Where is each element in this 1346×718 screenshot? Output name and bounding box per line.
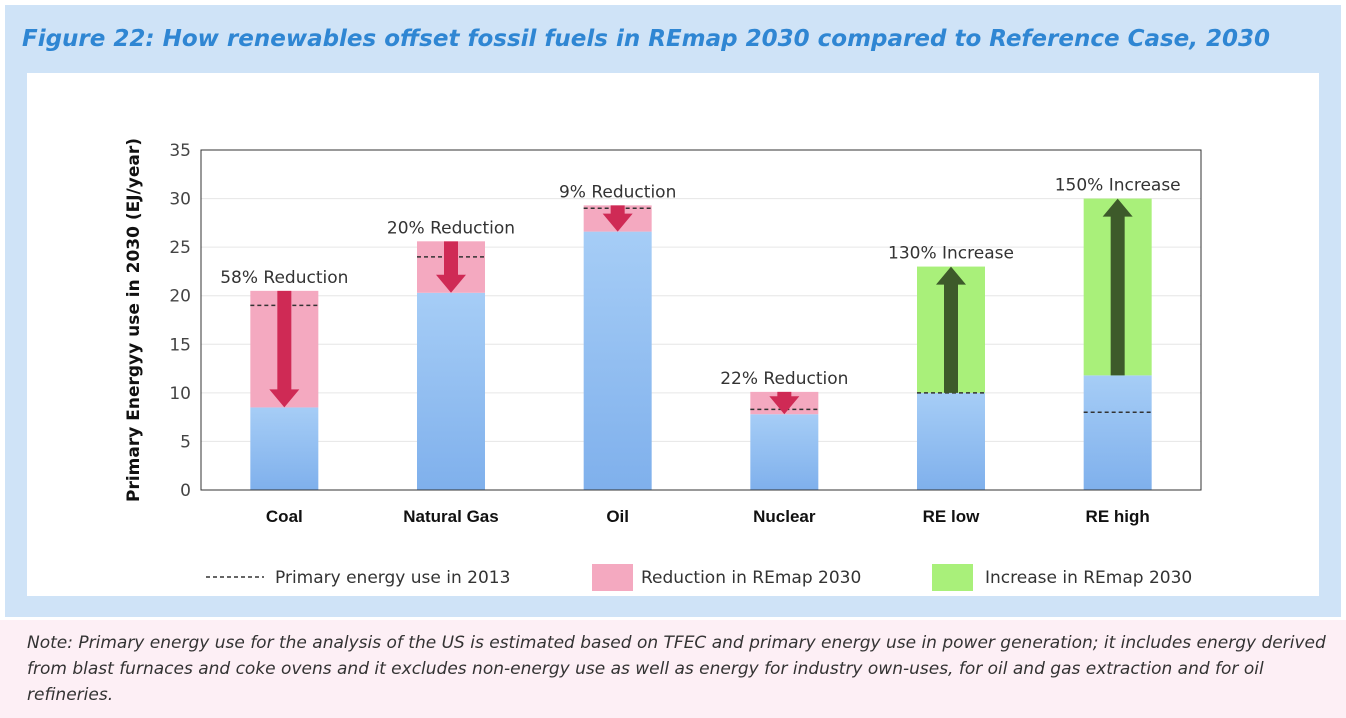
x-category-label: Coal	[266, 507, 303, 526]
reduction-arrow	[602, 205, 633, 232]
legend-increase-swatch	[932, 564, 973, 591]
y-axis-label: Primary Energyy use in 2030 (EJ/year)	[124, 138, 144, 502]
note-text: Note: Primary energy use for the analysi…	[27, 633, 1326, 705]
bar-base	[250, 407, 319, 490]
y-tick-label: 30	[169, 190, 191, 210]
y-tick-label: 10	[169, 384, 191, 404]
bar-annotation: 58% Reduction	[220, 268, 348, 288]
y-tick-label: 25	[169, 238, 191, 258]
gridlines	[201, 149, 1201, 442]
bar-annotation: 22% Reduction	[720, 369, 848, 389]
y-tick-label: 35	[169, 141, 191, 161]
bar-base	[417, 292, 485, 490]
note-box	[0, 620, 1346, 718]
y-tick-label: 5	[180, 432, 191, 452]
bar-annotation: 20% Reduction	[387, 218, 515, 238]
axes: 0 5 10 15 20 25 30 35 Primary Energyy use in 203…	[124, 138, 1202, 526]
y-tick-label: 15	[169, 335, 191, 355]
figure-title: Figure 22: How renewables offset fossil …	[22, 26, 1271, 52]
legend-reduction-swatch	[592, 564, 633, 591]
plot-frame	[200, 149, 1202, 491]
x-category-label: Natural Gas	[403, 507, 498, 526]
chart-svg: 58% Reduction 20% Reduction 9% Reduction 22…	[124, 138, 1202, 591]
y-tick-label: 20	[169, 287, 191, 307]
bar-base	[1083, 375, 1152, 490]
bar-annotation: 150% Increase	[1055, 176, 1181, 196]
bar-annotation: 130% Increase	[888, 244, 1014, 264]
bar-annotation: 9% Reduction	[559, 182, 676, 202]
legend: Primary energy use in 2013 Reduction in R…	[206, 564, 1192, 591]
bar-base	[750, 414, 819, 490]
x-category-label: Nuclear	[753, 507, 816, 526]
bar-base	[583, 231, 652, 490]
bar-base	[917, 392, 985, 490]
y-tick-label: 0	[180, 481, 191, 501]
x-category-label: RE low	[923, 507, 980, 526]
legend-label: Primary energy use in 2013	[275, 568, 510, 588]
x-category-label: RE high	[1086, 507, 1150, 526]
legend-label: Increase in REmap 2030	[985, 568, 1192, 588]
legend-label: Reduction in REmap 2030	[641, 568, 861, 588]
increase-arrow	[1102, 198, 1133, 376]
increase-arrow	[936, 266, 966, 393]
reduction-arrow	[269, 290, 300, 408]
reduction-arrow	[436, 241, 466, 293]
x-category-label: Oil	[606, 507, 629, 526]
bars: 58% Reduction 20% Reduction 9% Reduction 22…	[220, 176, 1181, 490]
reduction-arrow	[769, 391, 800, 415]
